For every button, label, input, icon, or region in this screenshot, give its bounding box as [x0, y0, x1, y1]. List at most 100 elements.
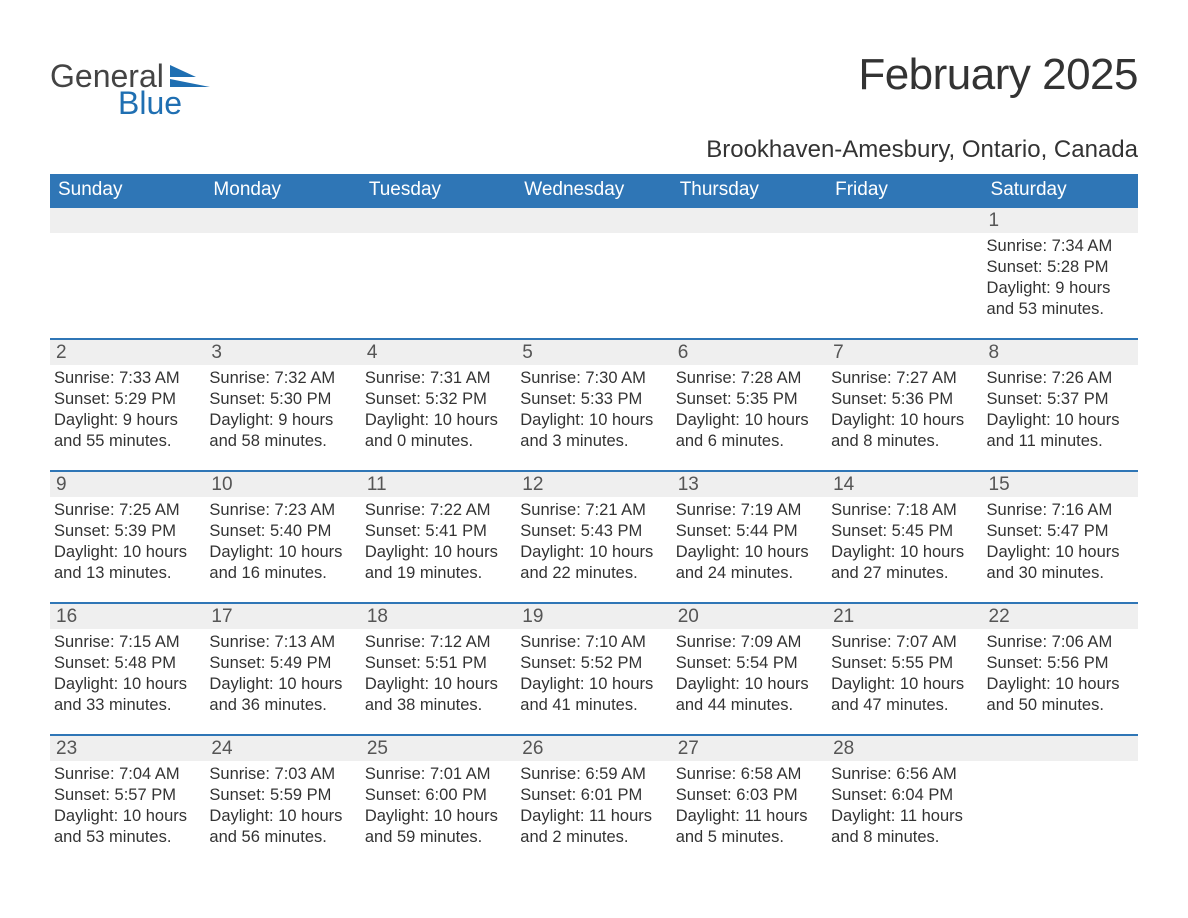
daylight-text: Daylight: 10 hours and 11 minutes. — [987, 410, 1134, 452]
daylight-text: Daylight: 9 hours and 53 minutes. — [987, 278, 1134, 320]
day-details: Sunrise: 7:28 AMSunset: 5:35 PMDaylight:… — [672, 365, 827, 462]
day-cell: 13Sunrise: 7:19 AMSunset: 5:44 PMDayligh… — [672, 472, 827, 602]
day-cell: 28Sunrise: 6:56 AMSunset: 6:04 PMDayligh… — [827, 736, 982, 866]
day-number: 1 — [983, 208, 1138, 233]
sunset-text: Sunset: 5:35 PM — [676, 389, 823, 410]
sunrise-text: Sunrise: 7:31 AM — [365, 368, 512, 389]
weekday-header: Saturday — [983, 174, 1138, 206]
weekday-header: Monday — [205, 174, 360, 206]
day-details: Sunrise: 7:13 AMSunset: 5:49 PMDaylight:… — [205, 629, 360, 726]
day-cell — [827, 208, 982, 338]
day-number: 5 — [516, 340, 671, 365]
sunset-text: Sunset: 5:37 PM — [987, 389, 1134, 410]
day-cell: 27Sunrise: 6:58 AMSunset: 6:03 PMDayligh… — [672, 736, 827, 866]
daylight-text: Daylight: 10 hours and 0 minutes. — [365, 410, 512, 452]
sunrise-text: Sunrise: 7:30 AM — [520, 368, 667, 389]
day-cell: 4 Sunrise: 7:31 AMSunset: 5:32 PMDaylight… — [361, 340, 516, 470]
day-cell: 22Sunrise: 7:06 AMSunset: 5:56 PMDayligh… — [983, 604, 1138, 734]
sunrise-text: Sunrise: 7:15 AM — [54, 632, 201, 653]
day-details: Sunrise: 7:25 AMSunset: 5:39 PMDaylight:… — [50, 497, 205, 594]
daylight-text: Daylight: 10 hours and 8 minutes. — [831, 410, 978, 452]
month-title: February 2025 — [858, 50, 1138, 100]
sunrise-text: Sunrise: 7:19 AM — [676, 500, 823, 521]
header: General Blue February 2025 — [50, 50, 1138, 122]
day-cell: 20Sunrise: 7:09 AMSunset: 5:54 PMDayligh… — [672, 604, 827, 734]
day-number: 18 — [361, 604, 516, 629]
day-details: Sunrise: 7:15 AMSunset: 5:48 PMDaylight:… — [50, 629, 205, 726]
day-cell: 10Sunrise: 7:23 AMSunset: 5:40 PMDayligh… — [205, 472, 360, 602]
weekday-header: Sunday — [50, 174, 205, 206]
day-details: Sunrise: 7:07 AMSunset: 5:55 PMDaylight:… — [827, 629, 982, 726]
week-row: 16Sunrise: 7:15 AMSunset: 5:48 PMDayligh… — [50, 602, 1138, 734]
sunset-text: Sunset: 5:48 PM — [54, 653, 201, 674]
sunrise-text: Sunrise: 7:27 AM — [831, 368, 978, 389]
sunrise-text: Sunrise: 6:58 AM — [676, 764, 823, 785]
day-number: 19 — [516, 604, 671, 629]
weeks-container: 1Sunrise: 7:34 AMSunset: 5:28 PMDaylight… — [50, 206, 1138, 866]
day-details: Sunrise: 7:23 AMSunset: 5:40 PMDaylight:… — [205, 497, 360, 594]
day-number: 17 — [205, 604, 360, 629]
weekday-header-row: SundayMondayTuesdayWednesdayThursdayFrid… — [50, 174, 1138, 206]
sunset-text: Sunset: 5:47 PM — [987, 521, 1134, 542]
daylight-text: Daylight: 10 hours and 19 minutes. — [365, 542, 512, 584]
day-number: 4 — [361, 340, 516, 365]
sunrise-text: Sunrise: 7:22 AM — [365, 500, 512, 521]
week-row: 1Sunrise: 7:34 AMSunset: 5:28 PMDaylight… — [50, 206, 1138, 338]
day-details: Sunrise: 7:09 AMSunset: 5:54 PMDaylight:… — [672, 629, 827, 726]
sunrise-text: Sunrise: 7:09 AM — [676, 632, 823, 653]
day-cell: 9Sunrise: 7:25 AMSunset: 5:39 PMDaylight… — [50, 472, 205, 602]
sunrise-text: Sunrise: 7:04 AM — [54, 764, 201, 785]
daylight-text: Daylight: 11 hours and 5 minutes. — [676, 806, 823, 848]
sunrise-text: Sunrise: 7:33 AM — [54, 368, 201, 389]
sunset-text: Sunset: 5:57 PM — [54, 785, 201, 806]
day-number: 11 — [361, 472, 516, 497]
day-number: 9 — [50, 472, 205, 497]
day-number: 20 — [672, 604, 827, 629]
day-number — [983, 736, 1138, 761]
day-details: Sunrise: 7:30 AMSunset: 5:33 PMDaylight:… — [516, 365, 671, 462]
sunrise-text: Sunrise: 7:21 AM — [520, 500, 667, 521]
week-row: 23Sunrise: 7:04 AMSunset: 5:57 PMDayligh… — [50, 734, 1138, 866]
day-cell: 15Sunrise: 7:16 AMSunset: 5:47 PMDayligh… — [983, 472, 1138, 602]
day-number — [516, 208, 671, 233]
sunset-text: Sunset: 5:33 PM — [520, 389, 667, 410]
sunset-text: Sunset: 5:55 PM — [831, 653, 978, 674]
day-number — [827, 208, 982, 233]
daylight-text: Daylight: 10 hours and 41 minutes. — [520, 674, 667, 716]
sunrise-text: Sunrise: 7:23 AM — [209, 500, 356, 521]
day-cell — [516, 208, 671, 338]
day-cell: 21Sunrise: 7:07 AMSunset: 5:55 PMDayligh… — [827, 604, 982, 734]
sunset-text: Sunset: 5:40 PM — [209, 521, 356, 542]
logo-text-blue: Blue — [118, 85, 182, 122]
day-details: Sunrise: 7:04 AMSunset: 5:57 PMDaylight:… — [50, 761, 205, 858]
sunset-text: Sunset: 5:29 PM — [54, 389, 201, 410]
daylight-text: Daylight: 9 hours and 58 minutes. — [209, 410, 356, 452]
sunrise-text: Sunrise: 6:59 AM — [520, 764, 667, 785]
day-cell: 8Sunrise: 7:26 AMSunset: 5:37 PMDaylight… — [983, 340, 1138, 470]
day-details: Sunrise: 7:33 AMSunset: 5:29 PMDaylight:… — [50, 365, 205, 462]
day-details: Sunrise: 7:32 AMSunset: 5:30 PMDaylight:… — [205, 365, 360, 462]
day-cell: 19Sunrise: 7:10 AMSunset: 5:52 PMDayligh… — [516, 604, 671, 734]
day-number: 28 — [827, 736, 982, 761]
day-number — [672, 208, 827, 233]
sunrise-text: Sunrise: 7:34 AM — [987, 236, 1134, 257]
day-cell: 2Sunrise: 7:33 AMSunset: 5:29 PMDaylight… — [50, 340, 205, 470]
day-details: Sunrise: 7:06 AMSunset: 5:56 PMDaylight:… — [983, 629, 1138, 726]
daylight-text: Daylight: 10 hours and 27 minutes. — [831, 542, 978, 584]
location-text: Brookhaven-Amesbury, Ontario, Canada — [50, 136, 1138, 164]
sunset-text: Sunset: 5:32 PM — [365, 389, 512, 410]
day-number: 23 — [50, 736, 205, 761]
week-row: 9Sunrise: 7:25 AMSunset: 5:39 PMDaylight… — [50, 470, 1138, 602]
day-number: 10 — [205, 472, 360, 497]
daylight-text: Daylight: 10 hours and 33 minutes. — [54, 674, 201, 716]
day-number: 16 — [50, 604, 205, 629]
day-cell: 11Sunrise: 7:22 AMSunset: 5:41 PMDayligh… — [361, 472, 516, 602]
day-number: 24 — [205, 736, 360, 761]
sunset-text: Sunset: 5:59 PM — [209, 785, 356, 806]
sunset-text: Sunset: 5:56 PM — [987, 653, 1134, 674]
sunset-text: Sunset: 5:51 PM — [365, 653, 512, 674]
day-number: 26 — [516, 736, 671, 761]
day-number — [50, 208, 205, 233]
daylight-text: Daylight: 10 hours and 56 minutes. — [209, 806, 356, 848]
day-number: 7 — [827, 340, 982, 365]
